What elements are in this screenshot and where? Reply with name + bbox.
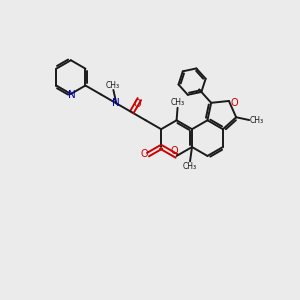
Text: CH₃: CH₃ (183, 162, 197, 171)
Text: N: N (68, 90, 76, 100)
Text: O: O (134, 99, 141, 109)
Text: O: O (171, 146, 178, 156)
Text: CH₃: CH₃ (250, 116, 264, 124)
Text: O: O (230, 98, 238, 108)
Text: O: O (140, 148, 148, 159)
Text: CH₃: CH₃ (105, 80, 119, 89)
Text: CH₃: CH₃ (170, 98, 184, 107)
Text: N: N (112, 98, 120, 108)
